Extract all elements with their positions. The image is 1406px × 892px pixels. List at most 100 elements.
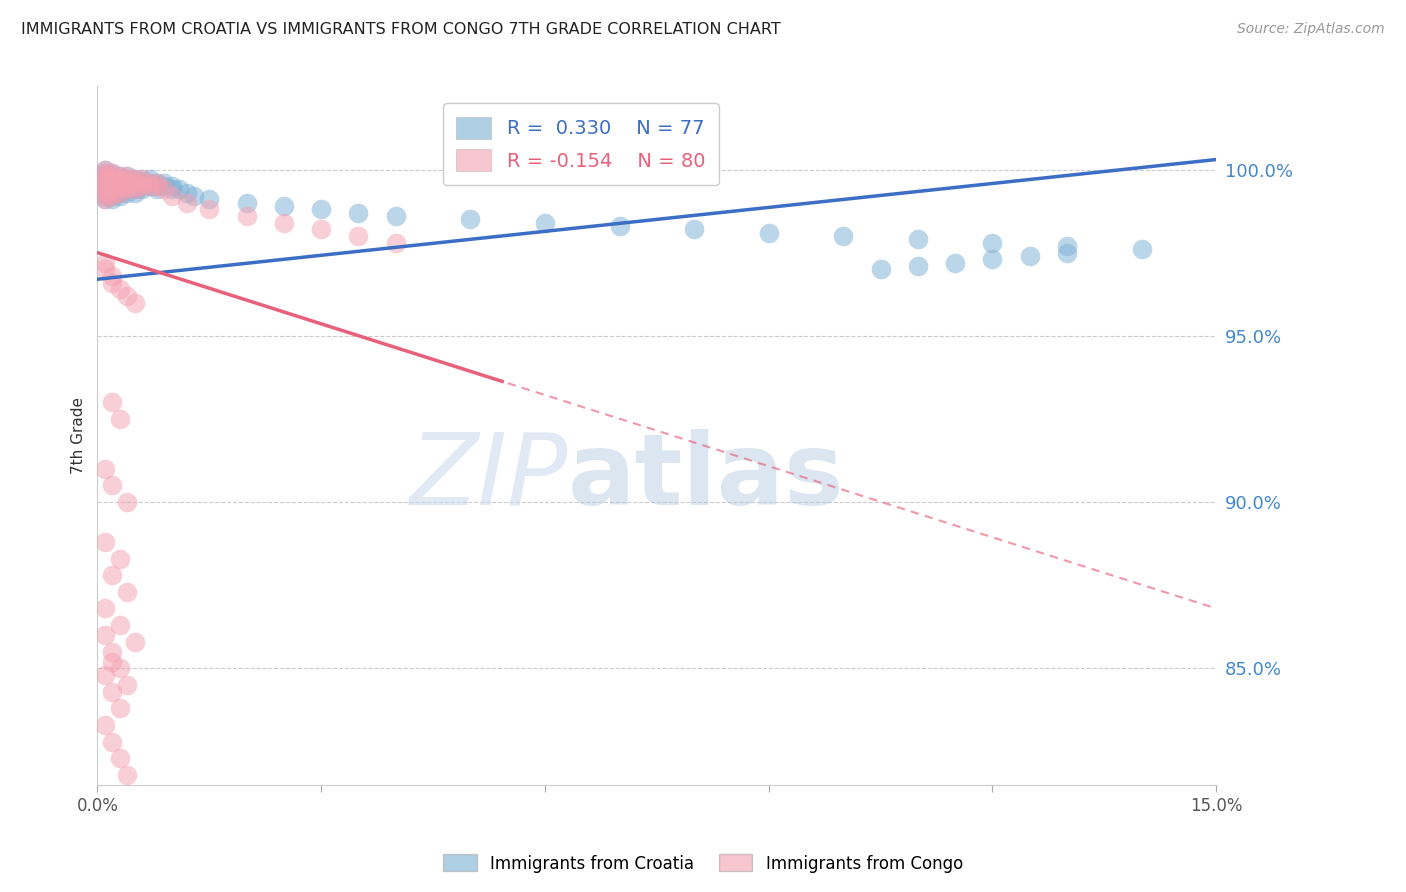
Point: [131, 176, 153, 190]
Point: [101, 276, 124, 290]
Point: [108, 618, 131, 632]
Point: [101, 268, 124, 283]
Point: [146, 182, 169, 196]
Point: [943, 255, 966, 269]
Point: [108, 176, 131, 190]
Point: [115, 176, 138, 190]
Point: [108, 751, 131, 765]
Point: [94, 186, 117, 200]
Point: [131, 176, 153, 190]
Text: ZIP: ZIP: [409, 429, 567, 526]
Point: [101, 169, 124, 183]
Point: [94, 193, 117, 207]
Point: [131, 182, 153, 196]
Point: [108, 169, 131, 183]
Point: [160, 189, 183, 203]
Point: [124, 182, 146, 196]
Text: Source: ZipAtlas.com: Source: ZipAtlas.com: [1237, 22, 1385, 37]
Point: [131, 179, 153, 194]
Point: [169, 182, 191, 196]
Point: [124, 182, 146, 196]
Point: [1056, 245, 1078, 260]
Point: [108, 661, 131, 675]
Point: [108, 186, 131, 200]
Point: [1018, 249, 1040, 263]
Point: [108, 169, 131, 183]
Point: [273, 199, 295, 213]
Point: [981, 235, 1004, 250]
Point: [384, 209, 406, 223]
Point: [101, 193, 124, 207]
Point: [108, 186, 131, 200]
Point: [131, 172, 153, 186]
Point: [94, 189, 117, 203]
Point: [101, 166, 124, 180]
Point: [108, 551, 131, 566]
Point: [94, 172, 117, 186]
Point: [124, 634, 146, 648]
Point: [534, 216, 557, 230]
Point: [94, 718, 117, 732]
Point: [309, 202, 332, 217]
Point: [94, 535, 117, 549]
Point: [94, 166, 117, 180]
Point: [101, 176, 124, 190]
Point: [108, 282, 131, 296]
Legend: Immigrants from Croatia, Immigrants from Congo: Immigrants from Croatia, Immigrants from…: [436, 847, 970, 880]
Point: [101, 179, 124, 194]
Point: [384, 235, 406, 250]
Point: [115, 585, 138, 599]
Point: [198, 202, 221, 217]
Point: [94, 179, 117, 194]
Point: [124, 172, 146, 186]
Point: [347, 205, 370, 219]
Point: [153, 176, 176, 190]
Point: [101, 645, 124, 659]
Point: [1130, 243, 1153, 257]
Point: [94, 176, 117, 190]
Legend: R =  0.330    N = 77, R = -0.154    N = 80: R = 0.330 N = 77, R = -0.154 N = 80: [443, 103, 718, 185]
Point: [115, 186, 138, 200]
Point: [94, 462, 117, 476]
Point: [94, 162, 117, 177]
Point: [94, 182, 117, 196]
Point: [101, 172, 124, 186]
Point: [115, 768, 138, 782]
Point: [94, 166, 117, 180]
Point: [115, 172, 138, 186]
Point: [101, 182, 124, 196]
Point: [94, 179, 117, 194]
Point: [115, 179, 138, 194]
Point: [309, 222, 332, 236]
Point: [460, 212, 482, 227]
Point: [101, 186, 124, 200]
Point: [101, 189, 124, 203]
Point: [108, 172, 131, 186]
Point: [347, 229, 370, 244]
Point: [124, 176, 146, 190]
Point: [101, 189, 124, 203]
Point: [101, 478, 124, 492]
Point: [94, 262, 117, 277]
Point: [124, 179, 146, 194]
Point: [115, 172, 138, 186]
Point: [124, 295, 146, 310]
Point: [115, 495, 138, 509]
Point: [176, 195, 198, 210]
Point: [101, 179, 124, 194]
Point: [101, 395, 124, 409]
Point: [101, 176, 124, 190]
Point: [138, 176, 160, 190]
Point: [94, 186, 117, 200]
Point: [138, 179, 160, 194]
Point: [94, 182, 117, 196]
Point: [94, 193, 117, 207]
Point: [101, 186, 124, 200]
Point: [115, 176, 138, 190]
Point: [758, 226, 780, 240]
Point: [138, 172, 160, 186]
Point: [146, 176, 169, 190]
Point: [160, 179, 183, 194]
Point: [198, 193, 221, 207]
Point: [138, 179, 160, 194]
